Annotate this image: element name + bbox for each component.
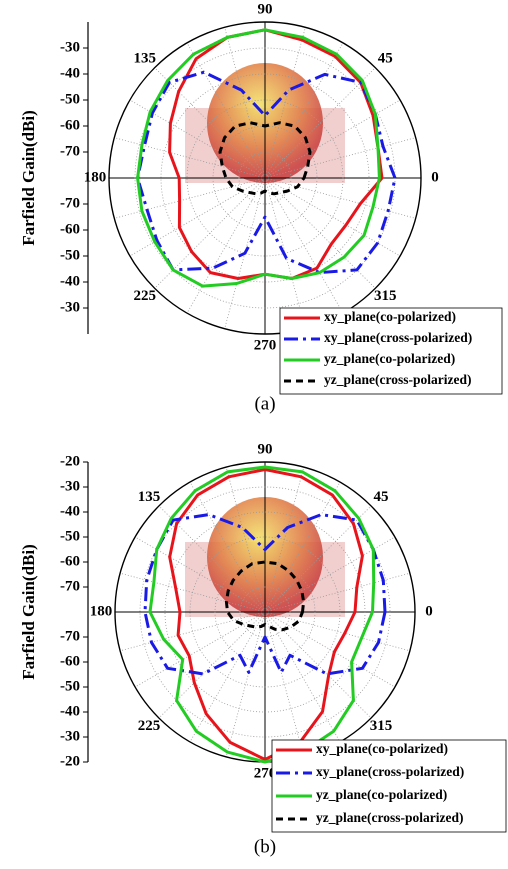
legend-label: yz_plane(co-polarized)	[324, 351, 455, 366]
r-tick-label: -60	[60, 221, 80, 237]
theta-tick-label: 270	[254, 337, 277, 353]
theta-tick-label: 315	[370, 718, 393, 734]
theta-tick-label: 180	[84, 169, 107, 185]
caption: (a)	[254, 393, 275, 414]
legend-label: yz_plane(cross-polarized)	[324, 372, 471, 387]
theta-tick-label: 45	[373, 489, 388, 505]
r-tick-label: -60	[60, 117, 80, 133]
r-tick-label: -60	[60, 653, 80, 669]
r-tick-label: -50	[60, 678, 80, 694]
angular-grid	[187, 178, 265, 313]
caption: (b)	[254, 836, 276, 857]
figure: 0 45 90 135 180 225 270 315 -30 -30 -40 -40 -50 -50 -6…	[0, 0, 508, 869]
angular-grid	[159, 612, 265, 718]
theta-tick-label: 45	[378, 51, 393, 67]
theta-tick-label: 0	[431, 169, 439, 185]
angular-grid	[265, 612, 304, 757]
r-tick-label: -40	[60, 503, 80, 519]
r-tick-label: -70	[60, 143, 80, 159]
y-axis-label: Farfield Gain(dBi)	[19, 544, 38, 680]
legend-label: yz_plane(cross-polarized)	[316, 810, 463, 825]
r-tick-label: -20	[60, 453, 80, 469]
r-tick-label: -30	[60, 39, 80, 55]
angular-grid	[265, 612, 371, 718]
r-tick-label: -50	[60, 247, 80, 263]
legend-label: yz_plane(co-polarized)	[316, 787, 447, 802]
theta-tick-label: 0	[425, 603, 433, 619]
theta-tick-label: 135	[134, 51, 157, 67]
y-axis-label: Farfield Gain(dBi)	[19, 110, 38, 246]
theta-tick-label: 315	[374, 288, 397, 304]
theta-tick-label: 180	[90, 603, 113, 619]
r-tick-label: -50	[60, 528, 80, 544]
r-tick-label: -40	[60, 273, 80, 289]
legend-label: xy_plane(co-polarized)	[316, 741, 448, 756]
r-tick-label: -40	[60, 65, 80, 81]
theta-tick-label: 225	[134, 288, 157, 304]
r-tick-label: -40	[60, 703, 80, 719]
legend-label: xy_plane(cross-polarized)	[324, 330, 472, 345]
angular-grid	[226, 612, 265, 757]
r-tick-label: -70	[60, 578, 80, 594]
r-tick-label: -50	[60, 91, 80, 107]
theta-tick-label: 90	[258, 1, 273, 17]
legend-label: xy_plane(co-polarized)	[324, 309, 456, 324]
r-tick-label: -70	[60, 628, 80, 644]
r-tick-label: -20	[60, 753, 80, 769]
legend-label: xy_plane(cross-polarized)	[316, 764, 464, 779]
r-tick-label: -30	[60, 728, 80, 744]
theta-tick-label: 90	[258, 441, 273, 457]
r-tick-label: -70	[60, 195, 80, 211]
theta-tick-label: 225	[138, 718, 161, 734]
r-tick-label: -30	[60, 478, 80, 494]
r-tick-label: -60	[60, 553, 80, 569]
r-tick-label: -30	[60, 299, 80, 315]
theta-tick-label: 135	[138, 489, 161, 505]
